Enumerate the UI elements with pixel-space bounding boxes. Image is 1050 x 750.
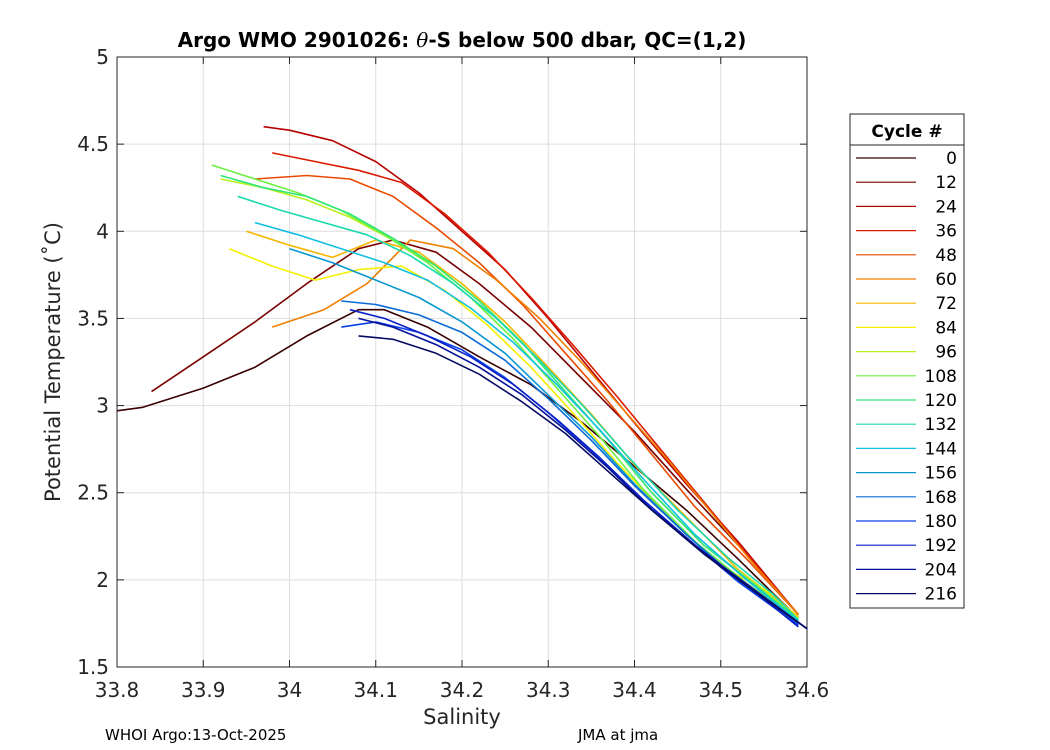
series-line-cycle-36 bbox=[272, 152, 800, 616]
legend-entries: 0 12 24 36 48 60 72 84 96 108 120 132 144 156 168 180 19… bbox=[856, 149, 957, 605]
y-tick-label: 3.5 bbox=[77, 306, 109, 330]
legend-label-108: 108 bbox=[925, 367, 957, 387]
series-line-cycle-168 bbox=[341, 300, 799, 625]
legend-title: Cycle # bbox=[871, 122, 942, 142]
series-line-cycle-216 bbox=[358, 335, 808, 630]
legend-box bbox=[849, 113, 965, 609]
series-line-cycle-144 bbox=[254, 221, 799, 623]
x-tick-label: 34.6 bbox=[785, 678, 830, 702]
x-tick-label: 34 bbox=[277, 678, 302, 702]
x-tick-label: 34.2 bbox=[440, 678, 485, 702]
x-tick-label: 34.3 bbox=[526, 678, 571, 702]
grid-lines bbox=[117, 57, 807, 667]
series-line-cycle-132 bbox=[237, 195, 799, 621]
x-tick-label: 34.5 bbox=[698, 678, 743, 702]
legend-label-180: 180 bbox=[925, 512, 957, 532]
series-line-cycle-60 bbox=[271, 239, 799, 616]
axis-ticks bbox=[116, 56, 808, 668]
y-tick-label: 4.5 bbox=[77, 132, 109, 156]
y-tick-label: 3 bbox=[96, 394, 109, 418]
legend-label-156: 156 bbox=[925, 464, 957, 484]
x-tick-label: 34.4 bbox=[612, 678, 657, 702]
series-line-cycle-72 bbox=[246, 230, 799, 618]
legend-label-204: 204 bbox=[925, 560, 957, 580]
series-line-cycle-12 bbox=[151, 239, 800, 616]
footer-source: WHOI Argo:13-Oct-2025 bbox=[105, 726, 287, 744]
legend-label-144: 144 bbox=[925, 439, 957, 459]
legend-label-168: 168 bbox=[925, 488, 957, 508]
legend-label-24: 24 bbox=[935, 197, 957, 217]
legend-label-0: 0 bbox=[946, 149, 957, 169]
y-tick-label: 5 bbox=[96, 45, 109, 69]
y-tick-labels: 1.5 2 2.5 3 3.5 4 4.5 5 bbox=[77, 45, 109, 679]
series-group bbox=[116, 125, 808, 630]
x-tick-label: 33.9 bbox=[181, 678, 226, 702]
legend-label-48: 48 bbox=[935, 246, 957, 266]
legend-label-132: 132 bbox=[925, 415, 957, 435]
legend-label-36: 36 bbox=[935, 222, 957, 242]
legend-label-120: 120 bbox=[925, 391, 957, 411]
chart-title: Argo WMO 2901026: θ-S below 500 dbar, QC… bbox=[178, 28, 747, 52]
x-tick-label: 33.8 bbox=[95, 678, 140, 702]
legend-label-96: 96 bbox=[935, 343, 957, 363]
footer-agency: JMA at jma bbox=[578, 726, 659, 744]
legend-label-12: 12 bbox=[935, 173, 957, 193]
legend: Cycle # 0 12 24 36 48 60 72 84 96 108 120 132 144 156… bbox=[849, 113, 965, 609]
series-line-cycle-204 bbox=[358, 317, 808, 630]
series-line-cycle-0 bbox=[116, 308, 799, 619]
x-tick-label: 34.1 bbox=[353, 678, 398, 702]
y-tick-label: 2 bbox=[96, 568, 109, 592]
x-tick-labels: 33.8 33.9 34 34.1 34.2 34.3 34.4 34.5 34.6 bbox=[95, 678, 830, 702]
y-tick-label: 2.5 bbox=[77, 481, 109, 505]
legend-label-192: 192 bbox=[925, 536, 957, 556]
legend-label-84: 84 bbox=[935, 318, 957, 338]
legend-label-72: 72 bbox=[935, 294, 957, 314]
series-line-cycle-48 bbox=[254, 174, 799, 616]
legend-label-216: 216 bbox=[925, 585, 957, 605]
y-tick-label: 4 bbox=[96, 219, 109, 243]
y-axis-label: Potential Temperature (˚C) bbox=[41, 222, 65, 502]
x-axis-label: Salinity bbox=[423, 705, 501, 729]
legend-label-60: 60 bbox=[935, 270, 957, 290]
y-tick-label: 1.5 bbox=[77, 655, 109, 679]
